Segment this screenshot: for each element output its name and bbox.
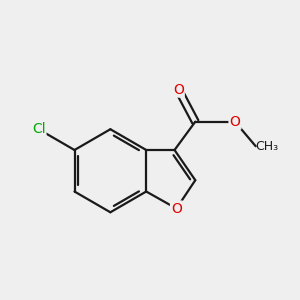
Text: Cl: Cl [32,122,46,136]
Text: O: O [230,115,240,129]
Text: O: O [173,82,184,97]
Text: O: O [171,202,182,215]
Text: CH₃: CH₃ [256,140,279,153]
